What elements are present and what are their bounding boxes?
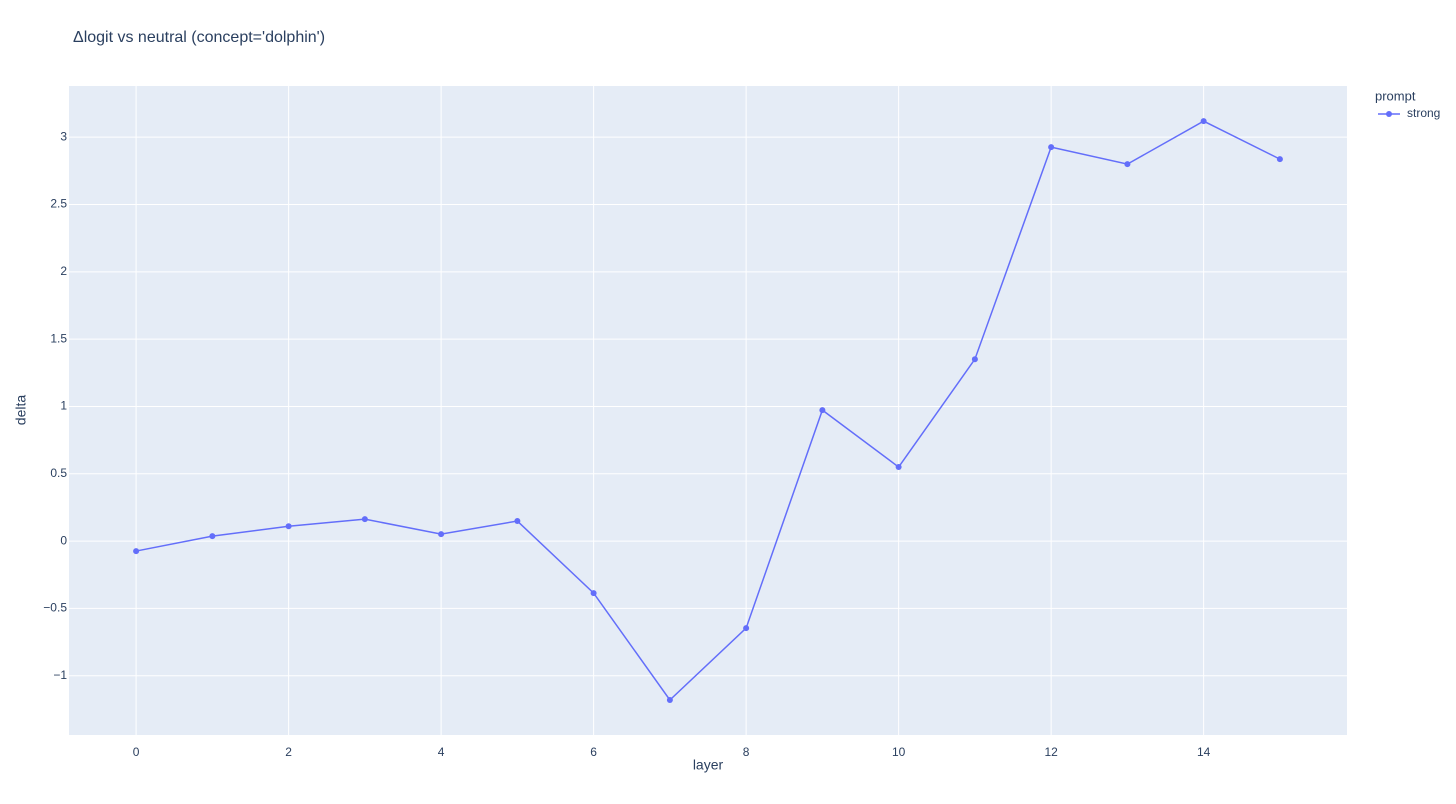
data-point [1200,118,1207,125]
data-point [438,531,445,538]
y-tick-label: 0 [60,533,67,547]
x-axis-label: layer [693,757,724,773]
y-tick-label: 2.5 [50,197,67,211]
x-tick-label: 2 [285,745,292,759]
x-tick-label: 0 [133,745,140,759]
series-line [135,120,1281,702]
data-point [1124,161,1131,168]
data-point [895,464,902,471]
data-point [133,548,140,555]
data-point [666,696,673,703]
data-point [971,356,978,363]
data-point [514,518,521,525]
x-tick-label: 10 [892,745,906,759]
legend-marker [1386,111,1392,117]
y-tick-label: 1 [60,399,67,413]
legend-title: prompt [1375,88,1416,103]
data-point [361,516,368,523]
y-tick-label: −0.5 [43,601,67,615]
legend-label: strong [1407,106,1440,120]
data-point [1276,156,1283,163]
y-tick-label: 3 [60,129,67,143]
data-point [209,533,216,540]
y-tick-label: 1.5 [50,331,67,345]
data-point [285,523,292,530]
plot-area [69,86,1347,735]
data-point [1048,144,1055,151]
data-point [590,590,597,597]
y-axis-label: delta [13,395,29,426]
x-tick-label: 14 [1197,745,1211,759]
y-tick-label: −1 [53,668,67,682]
chart-title: Δlogit vs neutral (concept='dolphin') [73,29,325,46]
y-tick-label: 0.5 [50,466,67,480]
x-tick-label: 4 [438,745,445,759]
data-point [743,625,750,632]
y-tick-label: 2 [60,264,67,278]
x-tick-label: 6 [590,745,597,759]
data-point [819,407,826,414]
x-tick-label: 12 [1044,745,1058,759]
x-tick-label: 8 [743,745,750,759]
